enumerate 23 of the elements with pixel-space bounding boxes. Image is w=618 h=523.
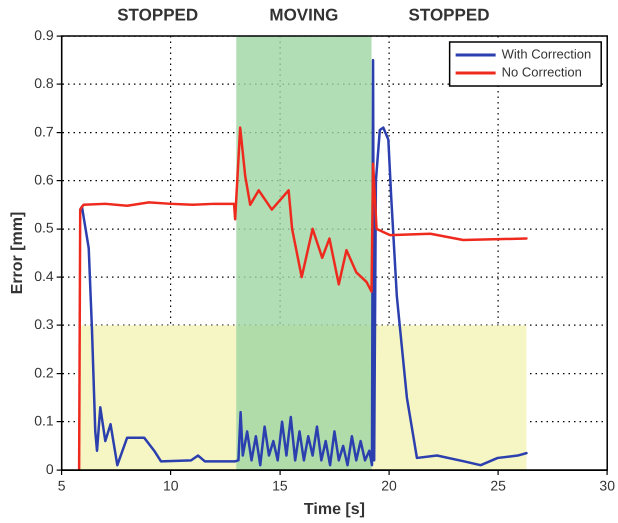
y-tick-label: 0 xyxy=(46,460,54,477)
x-tick-label: 10 xyxy=(162,477,179,494)
legend-label: No Correction xyxy=(502,64,582,80)
y-axis-title: Error [mm] xyxy=(9,212,26,294)
y-tick-label: 0.3 xyxy=(34,316,54,332)
y-tick-label: 0.6 xyxy=(34,172,54,188)
y-tick-label: 0.8 xyxy=(34,75,54,92)
text: STOPPED xyxy=(117,6,198,25)
y-tick-label: 0.9 xyxy=(34,26,54,43)
x-tick-label: 5 xyxy=(58,477,66,494)
x-tick-label: 25 xyxy=(490,477,506,494)
y-tick-label: 0.7 xyxy=(34,123,54,140)
text: STOPPED xyxy=(408,6,490,25)
band-label: MOVING xyxy=(269,6,338,25)
x-tick-label: 20 xyxy=(381,477,397,494)
x-tick-label: 15 xyxy=(272,477,288,494)
y-tick-label: 0.1 xyxy=(34,412,54,429)
y-tick-label: 0.4 xyxy=(34,268,54,284)
y-tick-label: 0.5 xyxy=(34,220,54,236)
x-tick-label: 30 xyxy=(599,477,616,494)
x-axis-title: Time [s] xyxy=(304,500,365,518)
y-tick-label: 0.2 xyxy=(34,364,54,380)
legend-label: With Correction xyxy=(502,46,592,62)
